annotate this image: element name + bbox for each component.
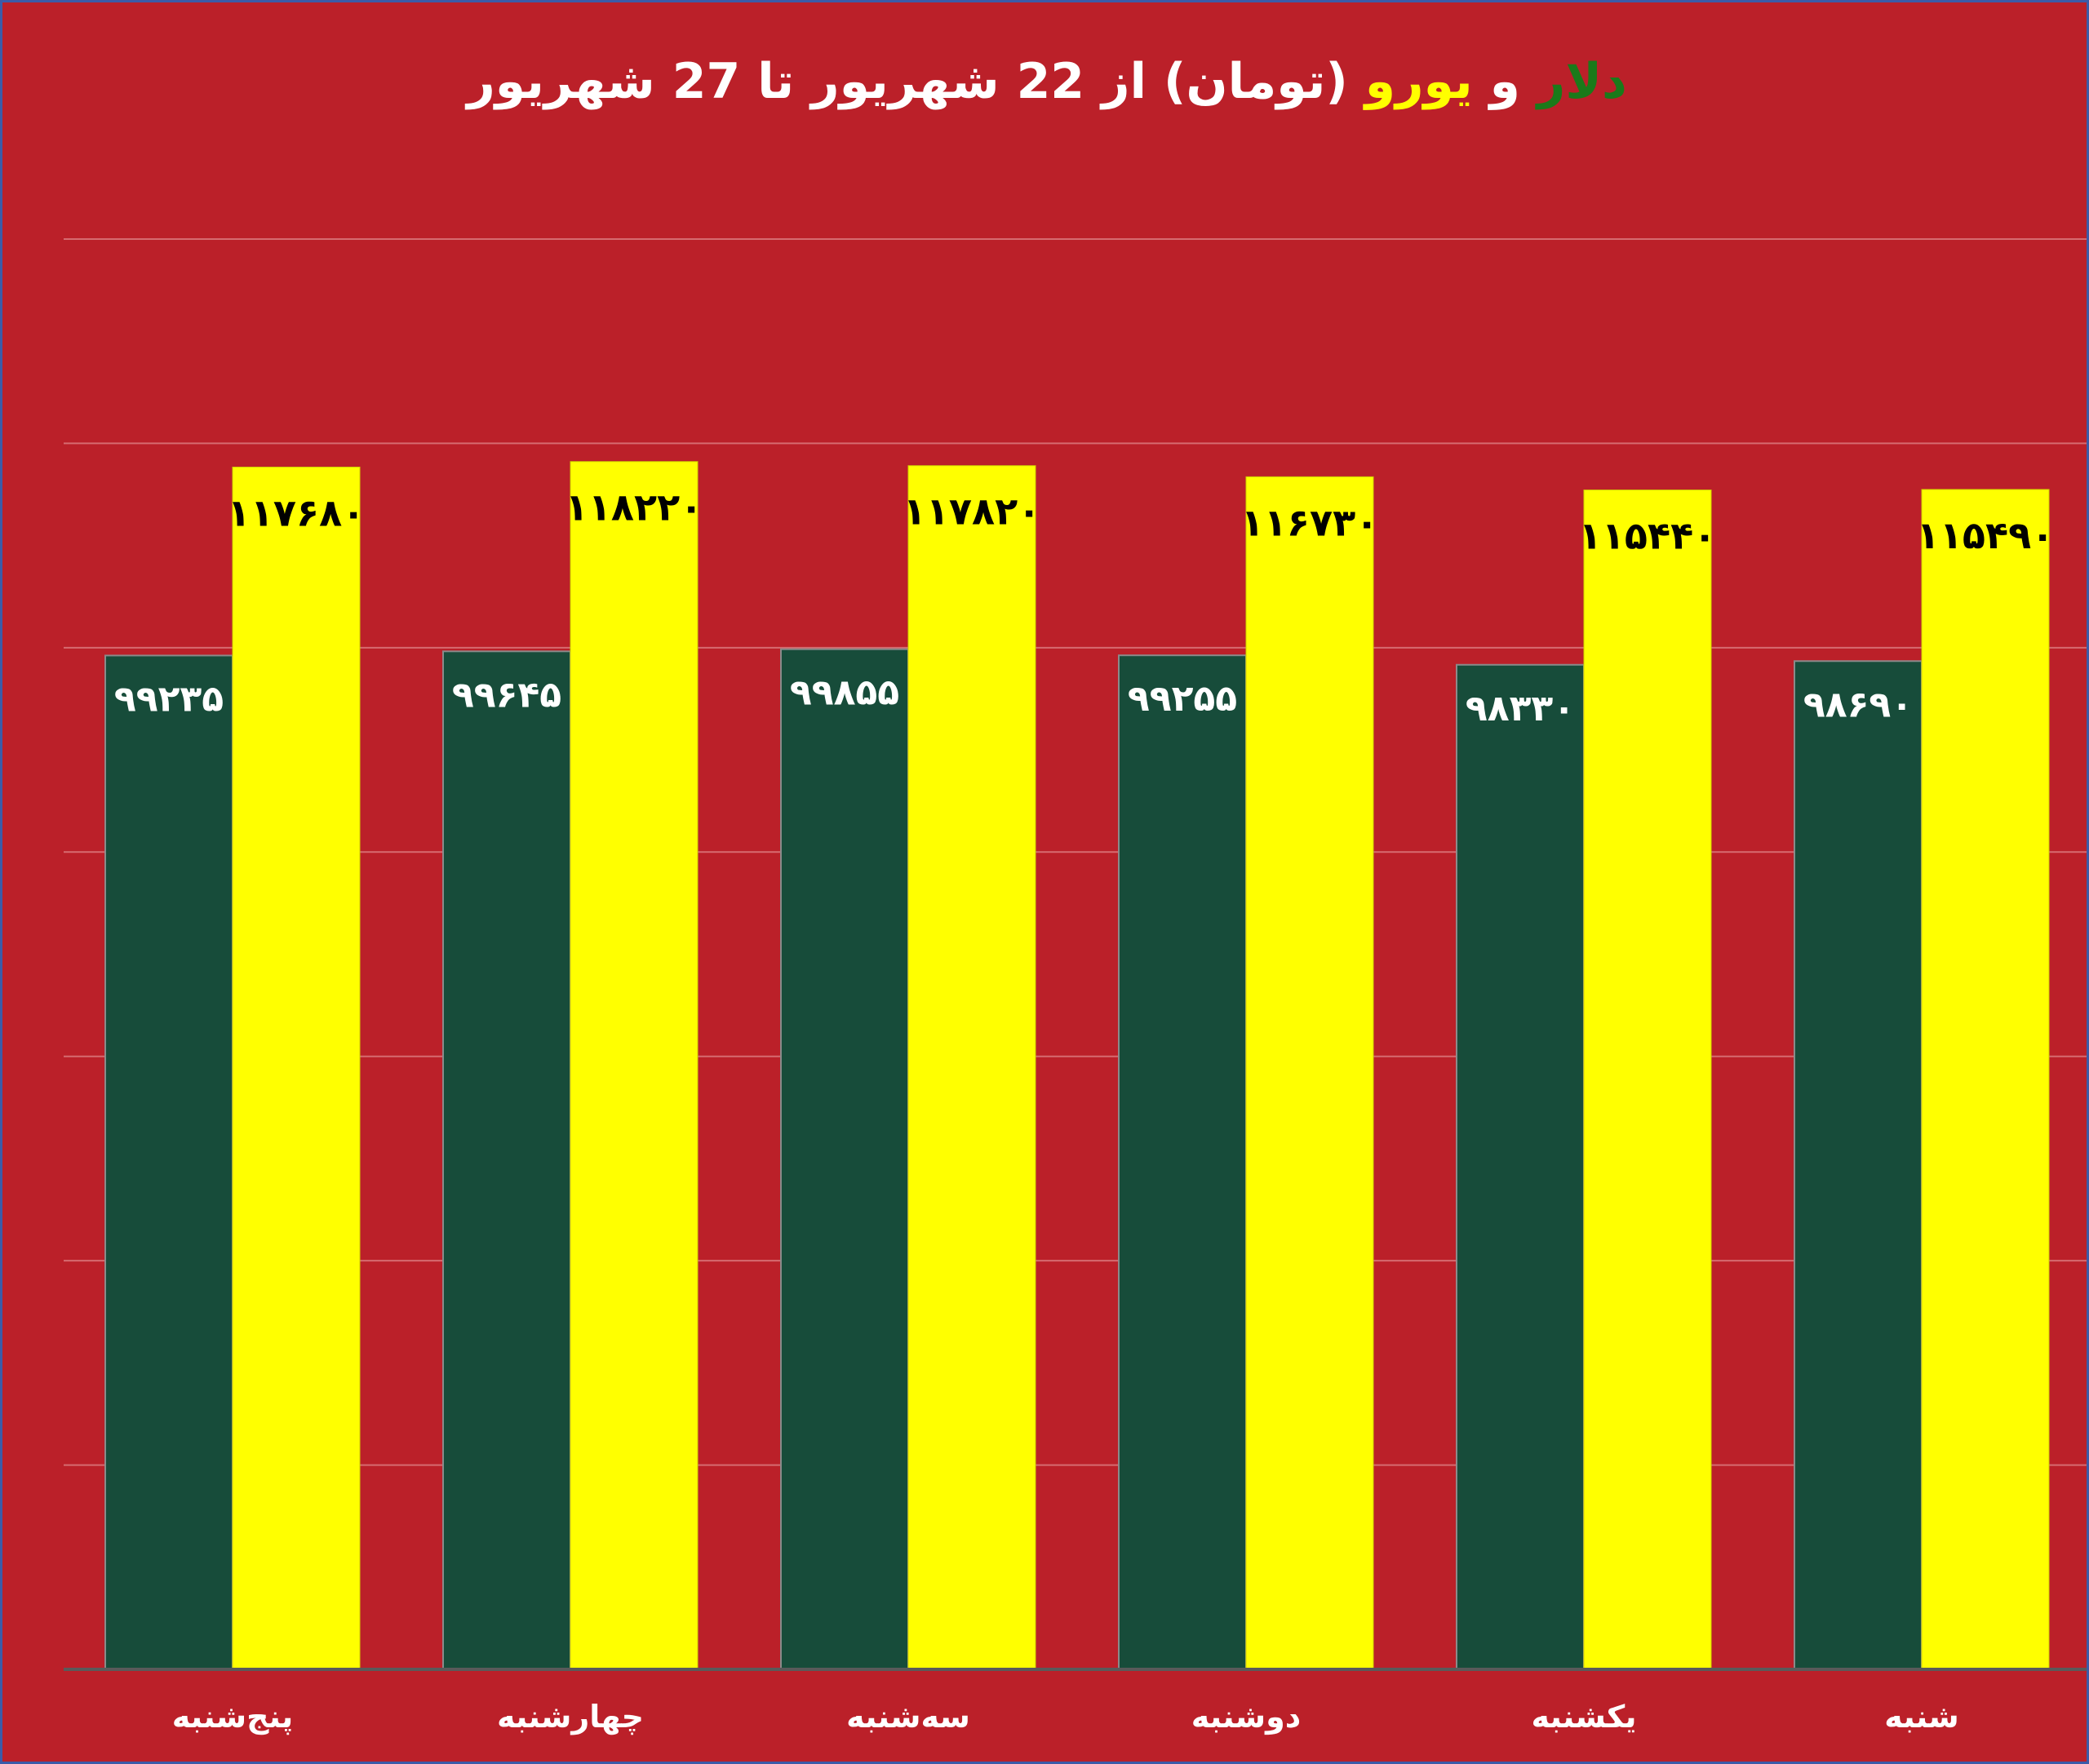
data-label-dollar: ۹۸۳۳۰ [1466, 688, 1575, 729]
data-label-euro: ۱۱۶۷۳۰ [1241, 500, 1378, 544]
chart-title: دلار و یورو (تومان) از 22 شهریور تا 27 ش… [2, 53, 2089, 110]
bar-dollar [1456, 663, 1585, 1670]
category-label: چهارشنبه [497, 1699, 644, 1735]
data-label-euro: ۱۱۷۸۲۰ [903, 490, 1040, 534]
data-label-euro: ۱۱۵۴۹۰ [1917, 513, 2054, 557]
title-dollar-word: دلار [1537, 53, 1627, 110]
bar-euro [1921, 489, 2050, 1670]
bar-dollar [1118, 654, 1247, 1671]
title-and-word: و [1472, 53, 1537, 110]
category-label: سه‌شنبه [846, 1699, 970, 1735]
data-label-dollar: ۹۹۶۴۵ [452, 674, 561, 716]
bar-euro [1583, 490, 1712, 1670]
bar-dollar [442, 650, 571, 1670]
category-label: یکشنبه [1531, 1699, 1636, 1735]
data-label-dollar: ۹۸۶۹۰ [1803, 684, 1913, 725]
bar-euro [232, 466, 361, 1670]
bar-dollar [1794, 660, 1923, 1670]
bar-euro [570, 461, 699, 1670]
data-label-euro: ۱۱۵۴۴۰ [1579, 514, 1716, 558]
title-euro-word: یورو [1364, 53, 1473, 110]
category-label: پنج‌شنبه [172, 1699, 294, 1735]
data-label-euro: ۱۱۷۶۸۰ [228, 490, 365, 534]
bar-dollar [104, 654, 233, 1670]
bar-dollar [780, 648, 909, 1670]
bar-euro [907, 465, 1036, 1670]
data-label-euro: ۱۱۸۲۲۰ [565, 485, 703, 530]
data-label-dollar: ۹۹۲۵۵ [1128, 678, 1237, 720]
title-rest: (تومان) از 22 شهریور تا 27 شهریور [467, 53, 1365, 110]
bar-euro [1245, 476, 1374, 1670]
category-label: دوشنبه [1191, 1699, 1302, 1735]
category-label: شنبه [1884, 1699, 1958, 1735]
data-label-dollar: ۹۹۲۳۵ [114, 678, 224, 720]
data-label-dollar: ۹۹۸۵۵ [790, 672, 899, 714]
